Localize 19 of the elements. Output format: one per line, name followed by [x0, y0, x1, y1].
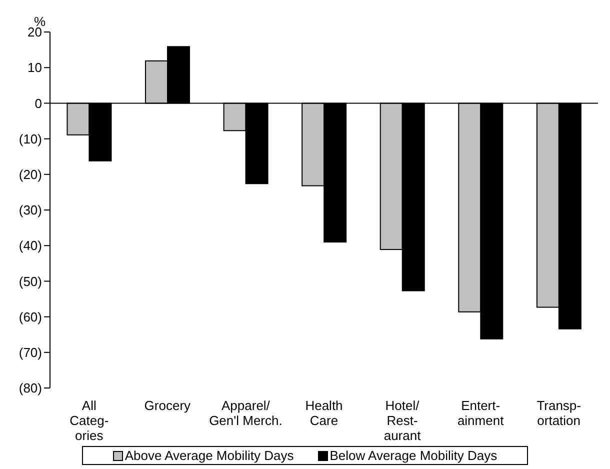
- x-tick-label: Health Care: [305, 398, 343, 428]
- x-tick-label: Transp- ortation: [536, 398, 582, 428]
- x-tick-label: Grocery: [144, 398, 192, 413]
- legend-label: Above Average Mobility Days: [124, 448, 294, 463]
- y-tick-label: (60): [18, 309, 42, 324]
- y-tick-label: (70): [18, 345, 42, 360]
- legend-label: Below Average Mobility Days: [330, 448, 498, 463]
- y-tick-label: 0: [34, 96, 42, 111]
- x-tick-label: Hotel/ Rest- aurant: [384, 398, 422, 443]
- y-tick-label: (10): [18, 131, 42, 146]
- x-tick-label: All Categ- ories: [70, 398, 109, 443]
- y-tick-label: (50): [18, 274, 42, 289]
- y-tick-label: (20): [18, 167, 42, 182]
- y-tick-label: (80): [18, 380, 42, 396]
- y-tick-label: 10: [28, 60, 42, 76]
- y-tick-label: (30): [18, 202, 42, 218]
- y-tick-label: (40): [18, 238, 42, 254]
- x-tick-label: Entert- ainment: [457, 398, 504, 428]
- x-tick-label: Apparel/ Gen'l Merch.: [209, 398, 282, 428]
